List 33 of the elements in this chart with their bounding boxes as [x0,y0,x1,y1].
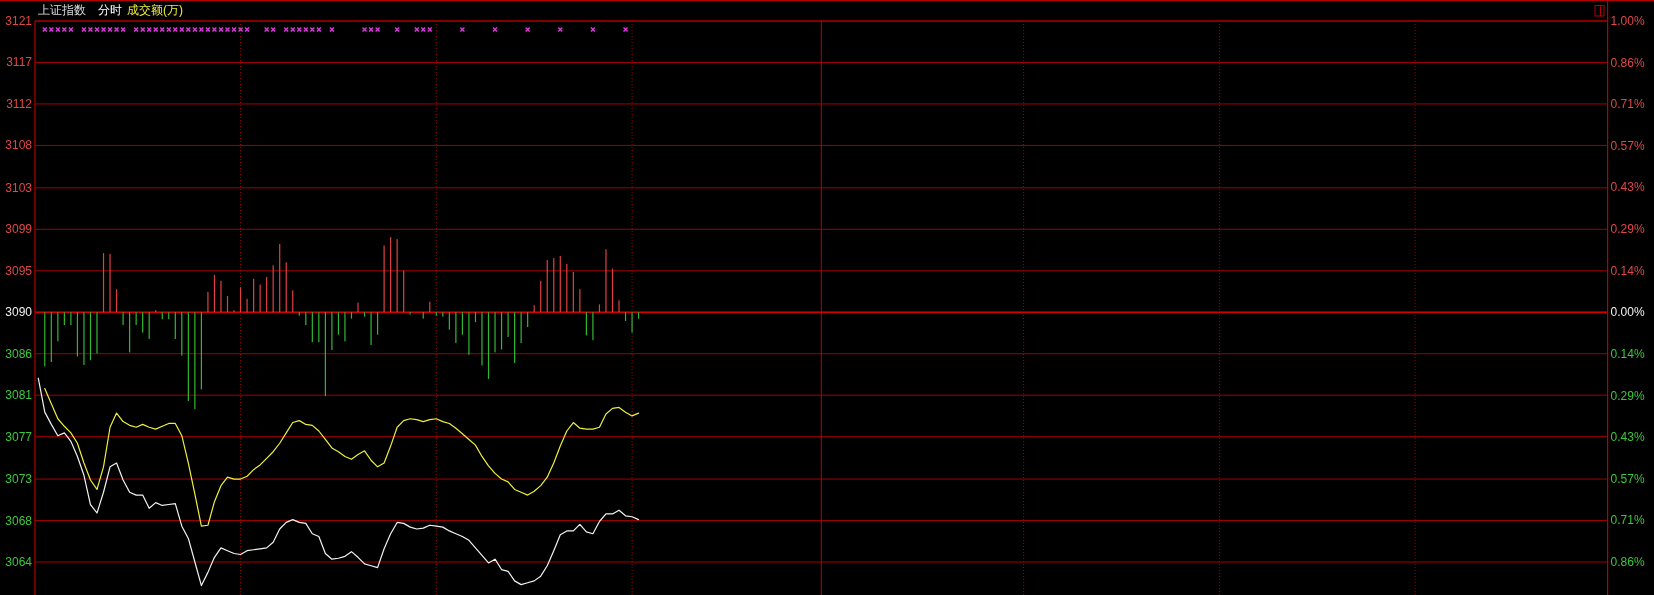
y2-tick-label: 0.86% [1610,55,1645,70]
y-tick-label: 3073 [5,472,33,487]
y-tick-label: 3081 [5,388,33,403]
chart-title: 上证指数 [38,3,86,17]
y2-tick-label: 0.14% [1610,346,1645,361]
y2-tick-label: 0.43% [1610,180,1645,195]
text: 成交额(万) [127,3,183,17]
y-tick-label: 3090 [5,305,33,320]
y-tick-label: 3086 [5,346,33,361]
y2-tick-label: 0.57% [1610,471,1645,486]
y2-tick-label: 0.00% [1610,305,1645,320]
y2-tick-label: 1.00% [1610,14,1645,28]
y2-tick-label: 0.14% [1610,263,1645,278]
y2-tick-label: 0.57% [1610,138,1645,153]
y-tick-label: 3117 [6,55,33,70]
chart-subtitle: 分时 [98,3,122,17]
y-tick-label: 3121 [5,14,33,28]
y-tick-label: 3103 [5,180,33,195]
y-tick-label: 3108 [5,138,33,153]
y2-tick-label: 0.71% [1610,513,1645,528]
y-tick-label: 3068 [5,513,33,528]
y-tick-label: 3095 [5,263,33,278]
y2-tick-label: 0.43% [1610,430,1645,445]
y2-tick-label: 0.29% [1610,221,1645,236]
y2-tick-label: 0.29% [1610,388,1645,403]
y-tick-label: 3112 [6,96,33,111]
line-series [44,387,640,527]
line-series [37,377,640,587]
y-tick-label: 3077 [5,429,33,444]
y-tick-label: 3099 [5,222,33,237]
y2-tick-label: 0.86% [1610,554,1645,569]
y-tick-label: 3064 [5,555,33,570]
y2-tick-label: 0.71% [1610,97,1645,112]
